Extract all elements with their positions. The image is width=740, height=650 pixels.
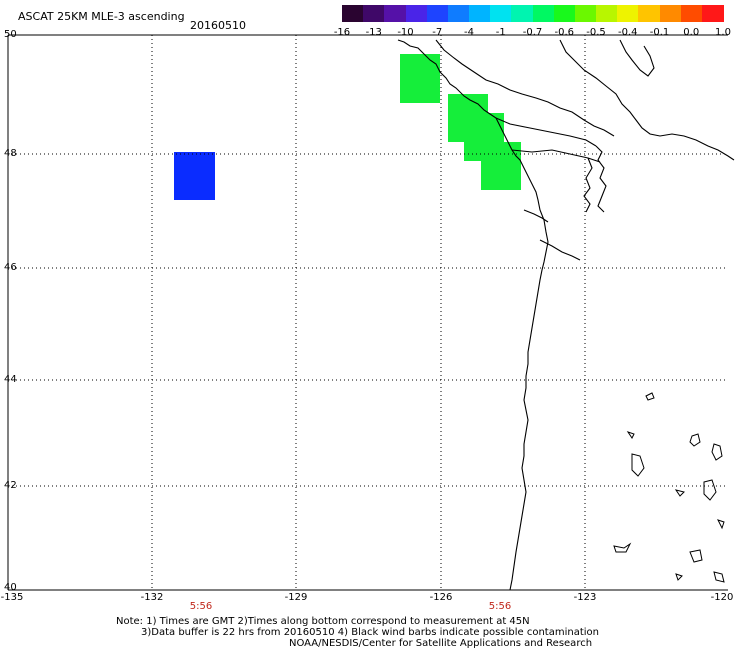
latitude-label: 48 xyxy=(4,148,17,159)
color-scale-tick-label: -0.6 xyxy=(554,27,575,38)
latitude-label: 46 xyxy=(4,262,17,273)
lake-12 xyxy=(717,519,725,530)
latitude-label: 42 xyxy=(4,480,17,491)
color-scale-swatch xyxy=(511,5,534,22)
lake-7 xyxy=(674,489,685,497)
wind-data-cell xyxy=(481,142,521,190)
color-scale-swatch xyxy=(659,5,682,22)
color-scale-swatch xyxy=(532,5,555,22)
note-line-1: Note: 1) Times are GMT 2)Times along bot… xyxy=(116,616,530,627)
longitude-label: -126 xyxy=(429,592,453,603)
color-scale-swatch xyxy=(553,5,576,22)
coastline-fjord xyxy=(619,39,655,77)
lake-3 xyxy=(711,443,723,461)
color-scale-tick-label: 1.0 xyxy=(715,27,731,38)
color-scale-swatch xyxy=(426,5,449,22)
color-scale-tick-label: -10 xyxy=(397,27,414,38)
color-scale-tick-label: -16 xyxy=(333,27,351,38)
lakes-layer xyxy=(613,392,725,583)
color-scale-swatch xyxy=(701,5,724,22)
color-scale-tick-label: -1 xyxy=(495,27,506,38)
color-scale-tick-label: 0.0 xyxy=(683,27,700,38)
longitude-label: -129 xyxy=(284,592,308,603)
latitude-label: 50 xyxy=(4,29,17,40)
lake-6 xyxy=(703,479,717,501)
coastline-layer xyxy=(397,39,735,591)
longitude-label: -120 xyxy=(710,592,734,603)
product-date: 20160510 xyxy=(190,19,246,32)
product-title: ASCAT 25KM MLE-3 ascending xyxy=(18,10,185,23)
wind-data-cell xyxy=(400,54,440,103)
coastline-river xyxy=(539,239,581,261)
longitude-label: -132 xyxy=(140,592,164,603)
coastline-mainland xyxy=(397,39,549,591)
latitude-label: 44 xyxy=(4,374,17,385)
coastline-bay xyxy=(523,209,549,223)
lake-4 xyxy=(631,453,645,477)
coastline-strait-south xyxy=(511,149,601,163)
coastline-island-coast xyxy=(435,39,615,137)
lake-10 xyxy=(713,571,725,583)
color-scale-swatch xyxy=(447,5,470,22)
wind-data-cell xyxy=(174,152,215,200)
color-scale-swatch xyxy=(384,5,407,22)
data-cells-layer xyxy=(174,54,521,200)
color-scale-swatch xyxy=(638,5,661,22)
lake-1 xyxy=(645,392,655,401)
longitude-label: -123 xyxy=(573,592,597,603)
color-scale-tick-label: -7 xyxy=(432,27,443,38)
graticule-layer xyxy=(7,34,728,591)
color-scale-swatch xyxy=(574,5,597,22)
color-scale-tick-label: -0.7 xyxy=(522,27,543,38)
color-scale-tick-label: -0.4 xyxy=(617,27,638,38)
lake-2 xyxy=(689,433,701,447)
coastline-strait xyxy=(495,117,597,147)
note-line-2: 3)Data buffer is 22 hrs from 20160510 4)… xyxy=(141,627,599,638)
coastline-sound-west xyxy=(583,157,593,213)
longitude-label: -135 xyxy=(0,592,24,603)
lake-9 xyxy=(689,549,703,563)
color-scale-tick-label: -13 xyxy=(365,27,382,38)
color-scale-swatch xyxy=(363,5,385,22)
color-scale-swatch xyxy=(490,5,512,22)
note-line-3: NOAA/NESDIS/Center for Satellite Applica… xyxy=(289,638,593,649)
color-scale-tick-label: -0.1 xyxy=(649,27,670,38)
pass-time-label: 5:56 xyxy=(488,601,512,612)
color-scale-swatch xyxy=(342,5,364,22)
color-scale-tick-label: -4 xyxy=(464,27,474,38)
lake-5 xyxy=(626,431,635,439)
color-scale-swatch xyxy=(405,5,428,22)
color-scale-tick-label: -0.5 xyxy=(586,27,606,38)
coastline-sound xyxy=(595,145,607,213)
color-scale-swatch xyxy=(680,5,703,22)
color-scale-swatch xyxy=(617,5,639,22)
coastline-mainland-north xyxy=(559,39,735,161)
color-scale-swatch xyxy=(596,5,618,22)
latitude-label: 40 xyxy=(4,582,17,593)
color-scale-bar xyxy=(342,5,724,22)
pass-time-label: 5:56 xyxy=(189,601,213,612)
color-scale-swatch xyxy=(469,5,491,22)
lake-11 xyxy=(675,573,683,581)
lake-8 xyxy=(613,542,632,553)
